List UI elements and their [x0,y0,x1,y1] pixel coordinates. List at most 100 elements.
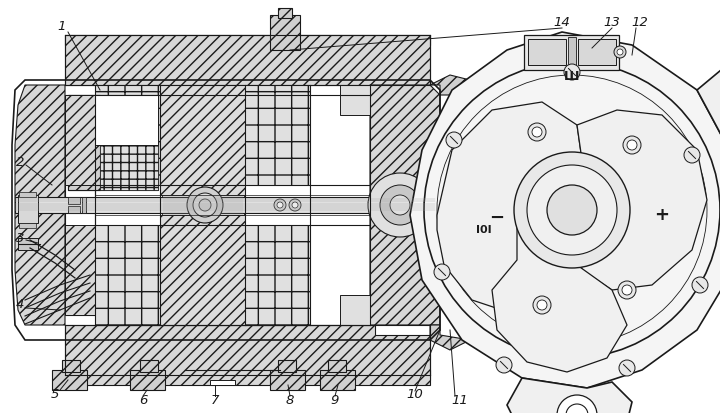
Text: Ш: Ш [564,71,580,83]
Polygon shape [430,75,470,95]
Bar [528,39,566,65]
Text: 11: 11 [451,394,469,406]
Polygon shape [65,95,95,185]
Bar [524,35,619,70]
Bar [68,206,80,213]
Text: 12: 12 [631,16,649,28]
Text: 6: 6 [139,394,147,406]
Circle shape [187,187,223,223]
Circle shape [274,199,286,211]
Polygon shape [245,85,310,185]
Bar [278,360,296,372]
Text: Ι0Ι: Ι0Ι [476,225,492,235]
Polygon shape [492,215,627,372]
Bar [18,238,38,250]
Polygon shape [697,60,720,155]
Text: 4: 4 [16,299,24,311]
Bar [52,370,87,390]
Bar [19,192,36,197]
Text: −: − [490,209,505,227]
Bar [68,95,158,145]
Polygon shape [65,35,430,45]
Bar [68,95,158,190]
Bar [270,15,300,50]
Polygon shape [370,85,440,325]
Polygon shape [430,325,470,350]
Text: 10: 10 [407,389,423,401]
Bar [162,195,244,215]
Text: 2: 2 [16,156,24,169]
Circle shape [368,173,432,237]
Polygon shape [100,95,158,140]
Polygon shape [507,378,632,413]
Circle shape [533,296,551,314]
Bar [130,370,165,390]
Bar [568,37,576,67]
Bar [340,295,370,325]
Circle shape [617,49,623,55]
Polygon shape [65,35,430,95]
Circle shape [76,109,81,114]
Circle shape [566,404,588,413]
Circle shape [199,199,211,211]
Bar [435,197,465,213]
Circle shape [514,152,630,268]
Polygon shape [15,85,65,325]
Circle shape [684,147,700,163]
Text: 9: 9 [330,394,339,406]
Bar [82,197,86,213]
Polygon shape [65,370,430,380]
Circle shape [619,360,635,376]
Circle shape [73,107,83,117]
Circle shape [390,195,410,215]
Bar [320,370,355,390]
Text: 13: 13 [603,16,621,28]
Polygon shape [68,95,100,190]
Polygon shape [65,225,95,315]
Circle shape [292,202,298,208]
Circle shape [692,277,708,293]
Polygon shape [100,140,158,190]
Circle shape [277,202,283,208]
Text: 3: 3 [16,232,24,244]
Circle shape [623,136,641,154]
Circle shape [622,285,632,295]
Polygon shape [65,95,95,315]
Polygon shape [65,325,430,385]
Circle shape [528,123,546,141]
Bar [340,85,370,115]
Polygon shape [160,85,245,195]
Circle shape [434,264,450,280]
Circle shape [557,395,597,413]
Circle shape [380,185,420,225]
Text: 7: 7 [211,394,219,406]
Bar [578,39,616,65]
Circle shape [564,64,580,80]
Circle shape [289,199,301,211]
Polygon shape [245,225,310,325]
Polygon shape [160,215,245,325]
Circle shape [614,46,626,58]
Circle shape [547,185,597,235]
Circle shape [193,193,217,217]
Bar [18,195,38,223]
Circle shape [627,140,637,150]
Bar [210,380,235,385]
Circle shape [618,281,636,299]
Circle shape [446,132,462,148]
Bar [15,197,435,213]
Text: +: + [654,206,670,224]
Bar [270,370,305,390]
Polygon shape [437,102,582,315]
Text: 1: 1 [58,21,66,33]
Bar [278,8,292,18]
Circle shape [537,300,547,310]
Bar [62,360,80,372]
Circle shape [527,165,617,255]
Bar [445,185,463,225]
Bar [68,197,80,204]
Text: 8: 8 [286,394,294,406]
Text: 14: 14 [554,16,570,28]
Circle shape [532,127,542,137]
Polygon shape [552,110,707,290]
